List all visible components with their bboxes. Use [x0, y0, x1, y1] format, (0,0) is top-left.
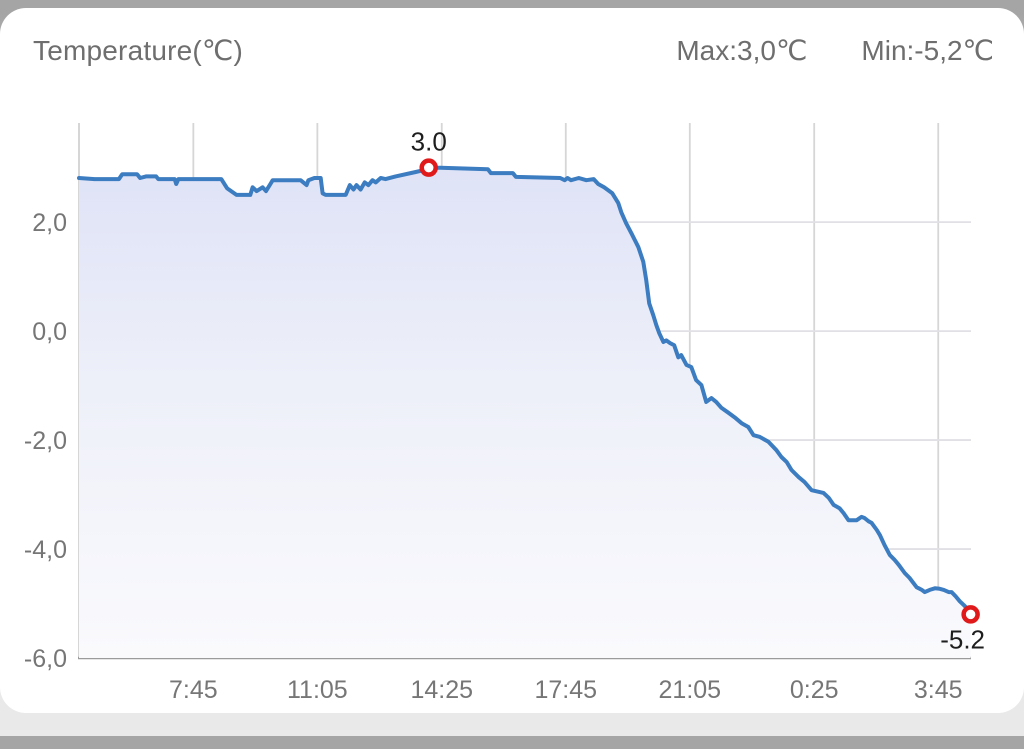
min-temperature-label: Min:-5,2℃ [861, 35, 994, 66]
y-axis-tick-label: -4,0 [24, 536, 67, 564]
x-axis-tick-label: 0:25 [790, 676, 839, 704]
x-axis-tick-label: 7:45 [169, 676, 218, 704]
y-axis-tick-label: 2,0 [32, 209, 67, 237]
axis-tick-labels: 7:45 11:05 14:25 17:45 21:05 0:25 3:45 2,0 0,0 -2… [24, 209, 963, 704]
y-axis-tick-label: -6,0 [24, 645, 67, 673]
temperature-area-fill [79, 167, 971, 658]
max-point-annotation-label: 3.0 [411, 127, 447, 157]
x-axis-tick-label: 14:25 [410, 676, 473, 704]
x-axis-tick-label: 3:45 [914, 676, 963, 704]
x-axis-tick-label: 11:05 [287, 676, 348, 704]
max-point-marker [419, 158, 438, 177]
chart-header: Temperature(℃) Max:3,0℃ Min:-5,2℃ [33, 34, 994, 68]
x-axis-tick-label: 21:05 [659, 676, 722, 704]
temperature-chart-svg[interactable]: 7:45 11:05 14:25 17:45 21:05 0:25 3:45 2,0 0,0 -2… [0, 8, 1024, 744]
chart-title: Temperature(℃) [33, 35, 244, 66]
temperature-chart[interactable]: 7:45 11:05 14:25 17:45 21:05 0:25 3:45 2,0 0,0 -2… [0, 8, 1024, 713]
chart-stats: Max:3,0℃ Min:-5,2℃ [676, 34, 994, 68]
y-axis-tick-label: -2,0 [24, 427, 67, 455]
max-temperature-label: Max:3,0℃ [676, 35, 808, 66]
y-axis-tick-label: 0,0 [32, 318, 67, 346]
temperature-card: Temperature(℃) Max:3,0℃ Min:-5,2℃ 7:45 11… [0, 8, 1024, 713]
temperature-line [77, 165, 973, 617]
x-axis-tick-label: 17:45 [535, 676, 598, 704]
min-point-marker [961, 605, 980, 624]
min-point-annotation-label: -5.2 [940, 624, 985, 654]
